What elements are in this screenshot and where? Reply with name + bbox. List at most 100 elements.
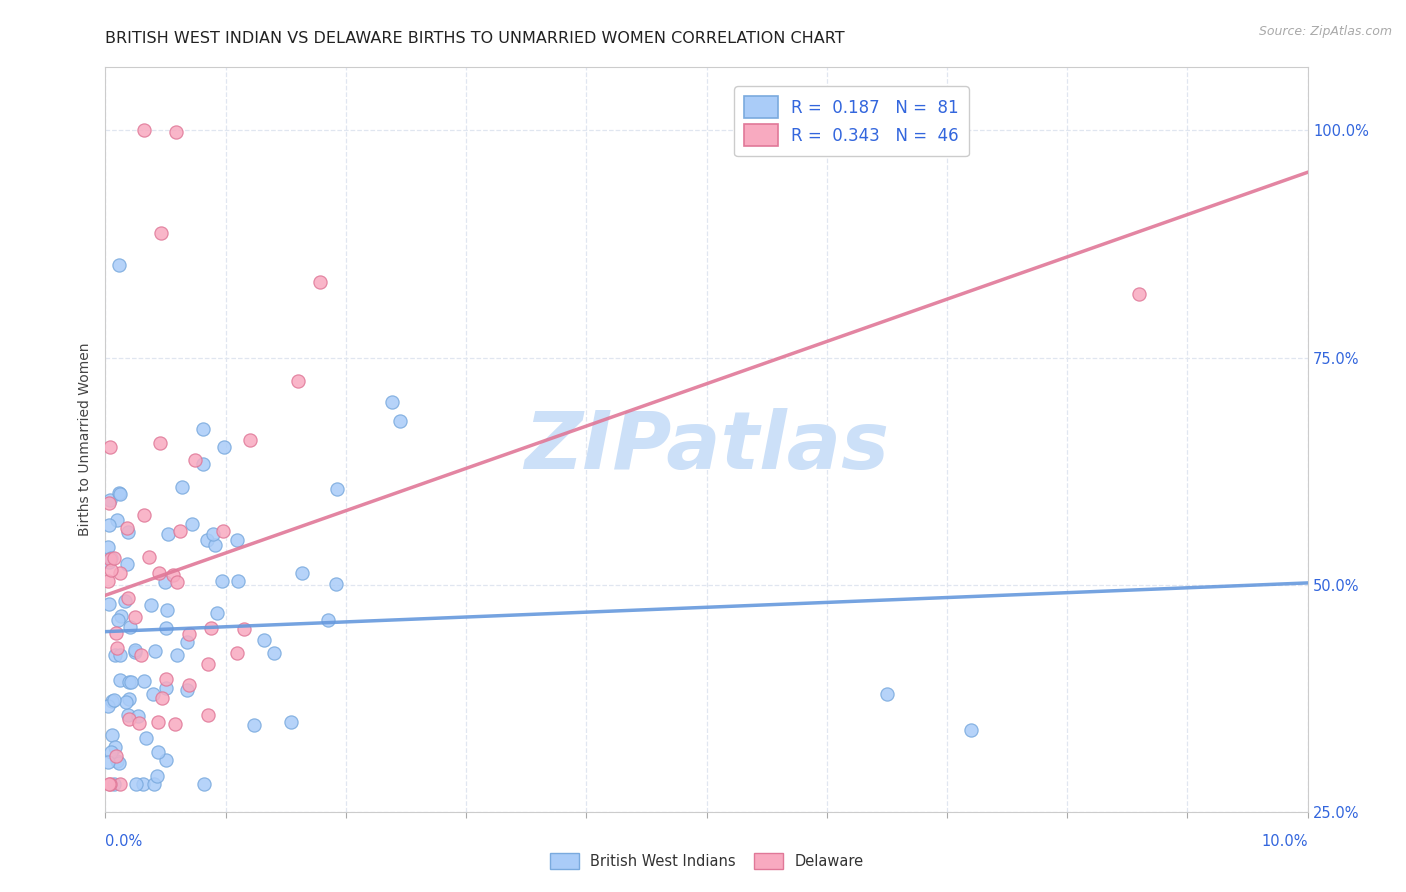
Point [180, 516, 202, 531]
Point [97, 518, 120, 533]
Y-axis label: Births to Unmarried Women: Births to Unmarried Women [79, 343, 93, 536]
Point [388, 414, 411, 428]
Point [166, 648, 188, 663]
Point [155, 672, 177, 686]
Point [97, 755, 120, 769]
Point [108, 486, 131, 500]
Point [165, 717, 187, 731]
Point [165, 125, 187, 139]
Point [97, 597, 120, 611]
Point [155, 753, 177, 767]
Point [287, 374, 309, 388]
Point [98, 552, 121, 566]
Point [108, 566, 131, 581]
Point [98, 493, 121, 508]
Point [184, 452, 207, 467]
Point [139, 598, 162, 612]
Point [253, 632, 276, 647]
Point [239, 433, 262, 447]
Point [179, 627, 201, 641]
Text: ZIPatlas: ZIPatlas [524, 408, 889, 486]
Point [103, 550, 125, 565]
Point [176, 634, 198, 648]
Point [195, 533, 218, 547]
Point [110, 609, 132, 624]
Point [179, 678, 201, 692]
Point [143, 644, 166, 658]
Point [226, 533, 249, 548]
Point [191, 422, 214, 436]
Point [176, 683, 198, 698]
Point [121, 674, 143, 689]
Point [114, 594, 136, 608]
Point [201, 527, 224, 541]
Point [127, 709, 149, 723]
Point [960, 723, 983, 737]
Point [100, 550, 122, 565]
Point [101, 694, 124, 708]
Point [197, 657, 219, 671]
Point [97, 698, 120, 713]
Point [117, 591, 139, 605]
Point [124, 609, 146, 624]
Text: Source: ZipAtlas.com: Source: ZipAtlas.com [1258, 25, 1392, 38]
Point [153, 575, 176, 590]
Point [280, 714, 302, 729]
Point [155, 681, 177, 695]
Point [108, 673, 131, 688]
Point [108, 777, 131, 791]
Point [120, 620, 142, 634]
Point [135, 731, 157, 746]
Point [129, 648, 152, 662]
Point [98, 777, 121, 791]
Point [134, 508, 156, 522]
Point [108, 648, 131, 663]
Point [105, 641, 128, 656]
Point [132, 674, 155, 689]
Point [205, 607, 228, 621]
Point [166, 574, 188, 589]
Point [157, 527, 180, 541]
Point [212, 440, 235, 454]
Point [97, 496, 120, 510]
Point [117, 707, 139, 722]
Point [98, 777, 121, 791]
Point [243, 718, 266, 732]
Point [142, 687, 165, 701]
Point [118, 691, 141, 706]
Point [876, 687, 898, 701]
Point [197, 708, 219, 723]
Point [381, 395, 404, 409]
Point [204, 538, 226, 552]
Point [228, 574, 250, 588]
Point [170, 480, 193, 494]
Text: 10.0%: 10.0% [1261, 834, 1308, 849]
Point [193, 457, 215, 471]
Point [156, 602, 179, 616]
Point [124, 642, 146, 657]
Point [117, 557, 139, 571]
Point [104, 625, 127, 640]
Point [103, 693, 125, 707]
Text: 0.0%: 0.0% [105, 834, 142, 849]
Point [308, 275, 330, 289]
Point [212, 524, 235, 538]
Point [97, 574, 120, 588]
Point [143, 777, 166, 791]
Point [107, 613, 129, 627]
Point [149, 226, 172, 240]
Point [146, 769, 169, 783]
Point [132, 123, 155, 137]
Point [118, 712, 141, 726]
Point [169, 524, 191, 539]
Point [104, 740, 127, 755]
Point [117, 524, 139, 539]
Point [105, 513, 128, 527]
Point [193, 777, 215, 791]
Point [124, 644, 146, 658]
Point [132, 777, 155, 791]
Point [128, 716, 150, 731]
Point [103, 777, 125, 791]
Point [115, 695, 138, 709]
Point [97, 540, 120, 554]
